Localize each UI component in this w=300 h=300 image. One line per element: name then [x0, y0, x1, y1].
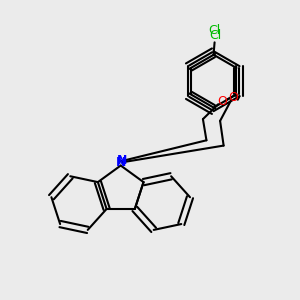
Text: O: O — [218, 95, 227, 108]
Text: Cl: Cl — [209, 29, 221, 42]
Text: Cl: Cl — [208, 24, 221, 37]
Text: N: N — [116, 156, 126, 169]
Text: N: N — [117, 154, 127, 167]
Text: O: O — [229, 92, 238, 104]
